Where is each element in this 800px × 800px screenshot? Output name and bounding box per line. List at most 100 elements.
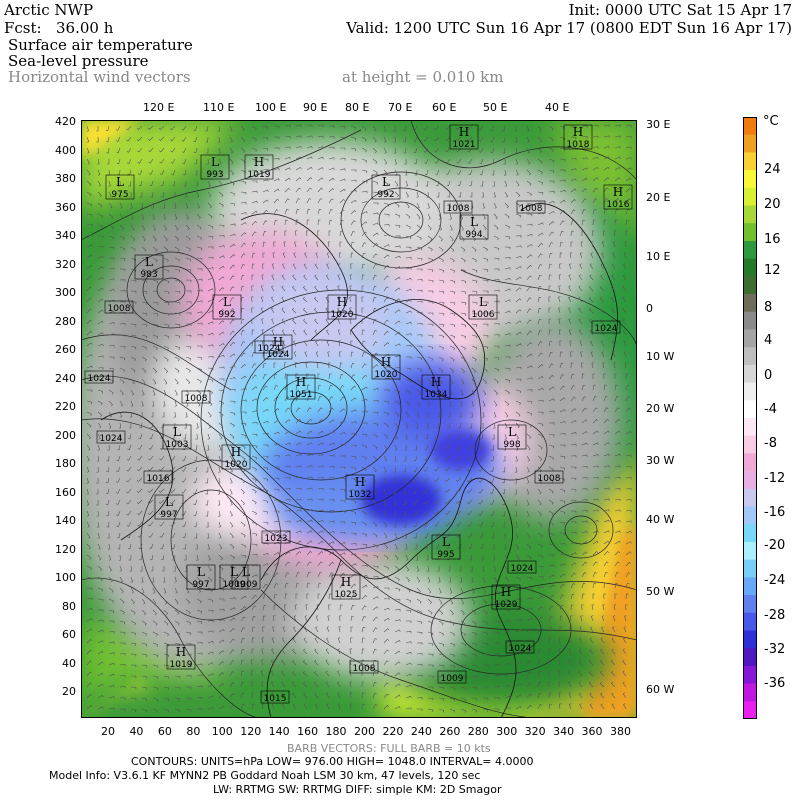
wind-barb <box>526 671 532 677</box>
wind-barb <box>86 649 92 655</box>
wind-barb <box>611 329 616 336</box>
wind-barb <box>455 136 462 142</box>
wind-barb <box>163 620 169 626</box>
wind-barb <box>412 125 418 131</box>
pressure-center-value: 995 <box>437 550 454 560</box>
wind-barb <box>361 329 365 336</box>
wind-barb <box>174 301 181 305</box>
wind-barb <box>537 648 542 655</box>
wind-barb <box>602 362 605 369</box>
wind-barb <box>350 455 357 459</box>
wind-barb <box>537 606 544 611</box>
wind-barb <box>148 521 154 527</box>
wind-barb <box>97 619 104 622</box>
wind-barb <box>568 307 572 314</box>
wind-barb <box>394 276 401 281</box>
wind-barb <box>305 604 308 611</box>
wind-barb <box>273 593 278 600</box>
wind-barb <box>141 235 146 242</box>
wind-barb <box>207 695 214 699</box>
wind-barb <box>260 307 264 314</box>
wind-barb <box>526 532 531 539</box>
wind-barb <box>479 169 484 176</box>
wind-barb <box>548 158 555 163</box>
wind-barb <box>416 235 422 241</box>
wind-barb <box>229 649 235 655</box>
wind-barb <box>614 498 621 502</box>
wind-barb <box>558 274 562 281</box>
wind-barb <box>350 499 357 504</box>
wind-barb <box>570 125 577 129</box>
wind-barb <box>262 615 266 622</box>
wind-barb <box>328 551 335 556</box>
wind-barb <box>126 136 132 142</box>
wind-barb <box>148 455 154 461</box>
wind-barb <box>372 136 377 143</box>
wind-barb <box>603 407 609 413</box>
wind-barb <box>581 157 588 160</box>
wind-barb <box>218 213 225 218</box>
wind-barb <box>493 356 500 361</box>
wind-barb <box>590 340 594 347</box>
y-tick-label: 140 <box>55 514 76 527</box>
wind-barb <box>295 187 301 193</box>
wind-barb <box>229 532 234 539</box>
wind-barb <box>416 300 423 304</box>
wind-barb <box>588 296 594 303</box>
wind-barb <box>306 540 313 545</box>
wind-barb <box>295 407 301 413</box>
wind-barb <box>611 285 616 292</box>
wind-barb <box>141 323 148 328</box>
wind-barb <box>183 543 187 550</box>
wind-barb <box>339 488 346 492</box>
wind-barb <box>428 301 434 304</box>
wind-barb <box>317 156 324 160</box>
wind-barb <box>240 202 247 205</box>
wind-barb <box>570 188 577 193</box>
wind-barb <box>372 180 379 185</box>
wind-barb <box>270 307 275 314</box>
wind-barb <box>349 285 352 292</box>
wind-barb <box>394 309 401 314</box>
colorbar-label: 8 <box>764 300 773 315</box>
wind-barb <box>515 683 522 688</box>
wind-barb <box>504 422 508 429</box>
wind-barb <box>86 660 92 666</box>
wind-barb <box>119 235 125 241</box>
wind-barb <box>481 422 484 429</box>
wind-barb <box>141 213 145 220</box>
wind-barb <box>471 675 478 679</box>
wind-barb <box>416 322 423 326</box>
wind-barb <box>570 408 577 413</box>
wind-barb <box>97 266 104 270</box>
wind-barb <box>361 340 366 347</box>
wind-barb <box>482 367 488 373</box>
wind-barb <box>314 274 319 281</box>
wind-barb <box>295 476 302 480</box>
wind-barb <box>262 362 267 369</box>
colorbar-unit: °C <box>763 114 779 129</box>
wind-barb <box>515 235 522 238</box>
wind-barb <box>416 653 423 656</box>
wind-barb <box>186 323 192 326</box>
wind-barb <box>97 532 100 539</box>
wind-barb <box>493 367 500 372</box>
wind-barb <box>315 340 319 347</box>
wind-barb <box>86 628 93 633</box>
wind-barb <box>482 620 488 625</box>
wind-barb <box>207 422 211 429</box>
wind-barb <box>592 187 598 193</box>
wind-barb <box>273 198 279 204</box>
wind-barb <box>251 220 258 226</box>
wind-barb <box>514 136 518 143</box>
wind-barb <box>338 626 341 633</box>
wind-barb <box>625 442 632 446</box>
wind-barb <box>515 202 521 208</box>
wind-barb <box>414 532 418 539</box>
wind-barb <box>448 576 452 583</box>
wind-barb <box>383 147 387 154</box>
wind-barb <box>383 275 389 281</box>
wind-barb <box>218 672 225 677</box>
y-tick-label: 60 <box>62 628 76 641</box>
wind-barb <box>350 340 353 347</box>
